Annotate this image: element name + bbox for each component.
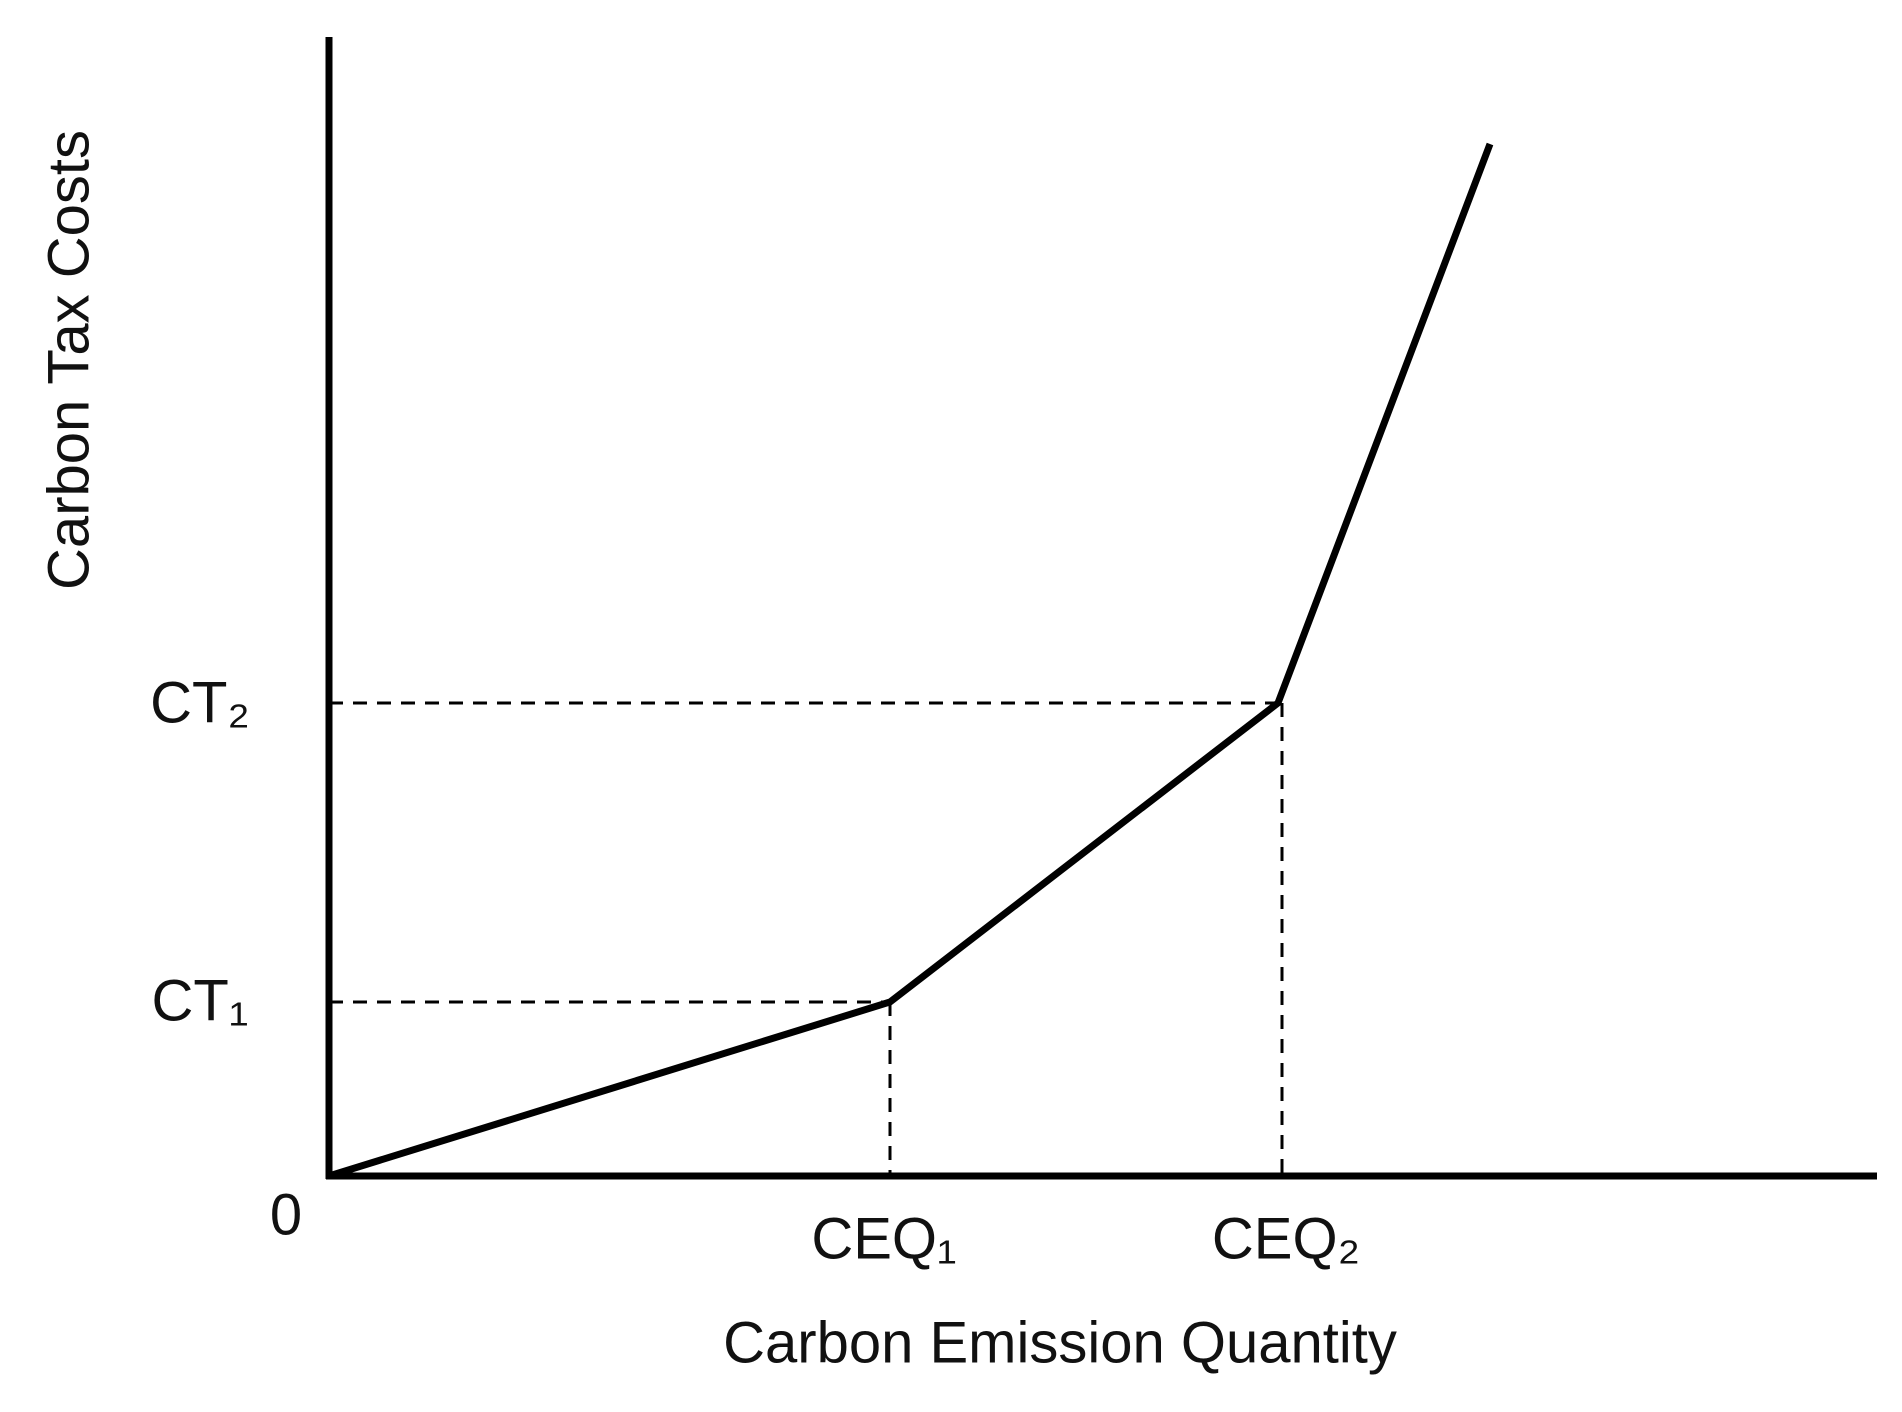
x-tick-label: CEQ₁ (811, 1206, 956, 1271)
y-tick-label: CT₂ (150, 670, 250, 735)
x-axis-label: Carbon Emission Quantity (723, 1310, 1397, 1375)
y-axis-label: Carbon Tax Costs (36, 130, 101, 590)
origin-label: 0 (270, 1182, 302, 1247)
x-tick-label: CEQ₂ (1212, 1206, 1360, 1271)
y-tick-label: CT₁ (152, 968, 249, 1033)
cost-curve (327, 142, 1494, 1180)
